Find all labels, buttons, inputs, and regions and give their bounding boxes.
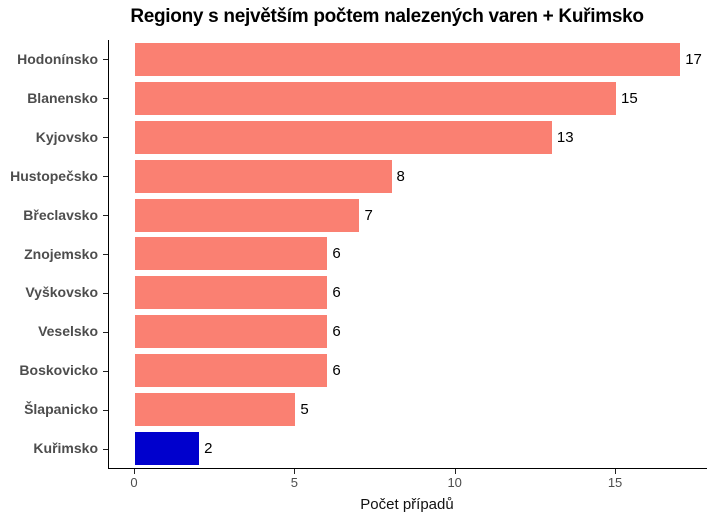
x-tick-mark <box>294 469 296 474</box>
y-axis-label: Vyškovsko <box>25 284 98 301</box>
y-tick-mark <box>103 176 108 178</box>
bar-row: 8 <box>109 157 707 196</box>
x-tick-label: 0 <box>130 475 138 490</box>
bar <box>135 354 328 388</box>
x-tick-label: 10 <box>447 475 462 490</box>
value-label: 15 <box>621 89 638 107</box>
bar-row: 7 <box>109 196 707 235</box>
y-tick-mark <box>103 98 108 100</box>
bar-row: 6 <box>109 273 707 312</box>
bar-row: 13 <box>109 118 707 157</box>
x-tick-mark <box>615 469 617 474</box>
bar <box>135 81 617 115</box>
y-tick-mark <box>103 409 108 411</box>
value-label: 17 <box>685 50 702 68</box>
y-axis-label: Boskovicko <box>19 362 98 379</box>
y-axis-label: Veselsko <box>38 323 98 340</box>
y-tick-mark <box>103 331 108 333</box>
bar <box>135 315 328 349</box>
x-tick-label: 15 <box>607 475 623 490</box>
value-label: 7 <box>364 206 373 224</box>
bar-row: 5 <box>109 390 707 429</box>
value-label: 6 <box>332 323 341 341</box>
x-tick-mark <box>134 469 135 474</box>
y-axis-label: Znojemsko <box>24 245 98 262</box>
y-axis-label: Hustopečsko <box>10 167 98 184</box>
y-axis-label: Břeclavsko <box>23 206 98 223</box>
y-axis-label: Kyjovsko <box>35 128 98 145</box>
y-tick-mark <box>103 370 108 372</box>
value-label: 5 <box>300 401 309 419</box>
value-label: 6 <box>332 284 341 302</box>
bar-row: 2 <box>109 429 707 468</box>
bar <box>135 42 681 76</box>
bar-row: 6 <box>109 235 707 274</box>
y-tick-mark <box>103 254 108 255</box>
value-label: 2 <box>204 440 213 458</box>
y-tick-mark <box>103 448 108 450</box>
y-tick-mark <box>103 59 108 61</box>
y-tick-mark <box>103 292 108 294</box>
bar <box>135 276 328 310</box>
bar <box>135 237 328 271</box>
bar <box>135 159 392 193</box>
bar-row: 17 <box>109 40 707 79</box>
x-tick-label: 5 <box>290 475 298 490</box>
chart-title: Regiony s největším počtem nalezených va… <box>130 6 644 27</box>
bar-row: 6 <box>109 351 707 390</box>
y-axis-label: Hodonínsko <box>17 51 98 67</box>
bar-row: 6 <box>109 312 707 351</box>
bar-row: 15 <box>109 79 707 118</box>
value-label: 6 <box>332 245 341 263</box>
y-axis-label: Kuřimsko <box>33 440 98 457</box>
y-axis-label: Šlapanicko <box>24 401 98 418</box>
value-label: 8 <box>396 167 405 185</box>
y-tick-mark <box>103 215 108 217</box>
value-label: 6 <box>332 362 341 380</box>
bar <box>135 393 296 427</box>
value-label: 13 <box>556 128 574 146</box>
plot-panel: 17 15 13 8 7 6 6 6 6 5 2 <box>108 40 707 469</box>
bar <box>135 120 552 154</box>
x-tick-mark <box>454 469 456 474</box>
y-tick-mark <box>103 137 108 139</box>
x-axis-title: Počet případů <box>360 496 454 513</box>
bar <box>135 198 360 232</box>
bar-highlighted <box>135 432 200 466</box>
y-axis-label: Blanensko <box>27 89 98 106</box>
